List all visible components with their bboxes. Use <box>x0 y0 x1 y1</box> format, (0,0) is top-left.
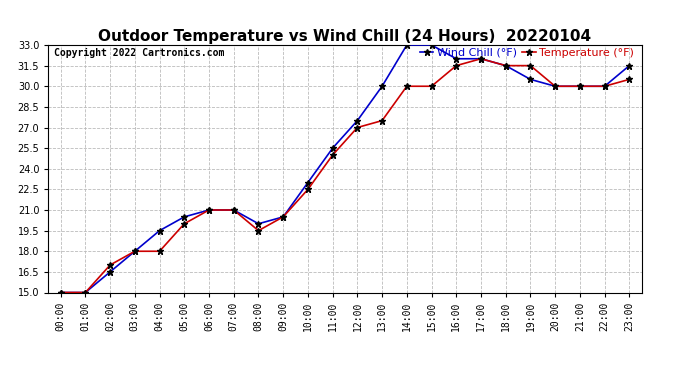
Wind Chill (°F) <box>403 43 411 47</box>
Wind Chill (°F) <box>526 77 535 82</box>
Temperature (°F) <box>180 222 188 226</box>
Wind Chill (°F) <box>353 118 362 123</box>
Wind Chill (°F) <box>378 84 386 88</box>
Wind Chill (°F) <box>304 180 312 185</box>
Title: Outdoor Temperature vs Wind Chill (24 Hours)  20220104: Outdoor Temperature vs Wind Chill (24 Ho… <box>99 29 591 44</box>
Text: Copyright 2022 Cartronics.com: Copyright 2022 Cartronics.com <box>55 48 225 57</box>
Temperature (°F) <box>328 153 337 157</box>
Wind Chill (°F) <box>155 228 164 233</box>
Wind Chill (°F) <box>130 249 139 254</box>
Temperature (°F) <box>353 125 362 130</box>
Wind Chill (°F) <box>279 214 287 219</box>
Wind Chill (°F) <box>600 84 609 88</box>
Temperature (°F) <box>230 208 238 212</box>
Wind Chill (°F) <box>106 270 115 274</box>
Wind Chill (°F) <box>625 63 633 68</box>
Temperature (°F) <box>551 84 560 88</box>
Temperature (°F) <box>477 57 485 61</box>
Temperature (°F) <box>279 214 287 219</box>
Temperature (°F) <box>427 84 435 88</box>
Temperature (°F) <box>403 84 411 88</box>
Wind Chill (°F) <box>551 84 560 88</box>
Wind Chill (°F) <box>255 222 263 226</box>
Wind Chill (°F) <box>502 63 510 68</box>
Wind Chill (°F) <box>575 84 584 88</box>
Temperature (°F) <box>452 63 460 68</box>
Line: Temperature (°F): Temperature (°F) <box>57 55 633 296</box>
Temperature (°F) <box>502 63 510 68</box>
Temperature (°F) <box>600 84 609 88</box>
Wind Chill (°F) <box>57 290 65 295</box>
Wind Chill (°F) <box>452 57 460 61</box>
Temperature (°F) <box>378 118 386 123</box>
Wind Chill (°F) <box>81 290 90 295</box>
Wind Chill (°F) <box>328 146 337 150</box>
Temperature (°F) <box>81 290 90 295</box>
Temperature (°F) <box>57 290 65 295</box>
Temperature (°F) <box>625 77 633 82</box>
Temperature (°F) <box>106 263 115 267</box>
Temperature (°F) <box>575 84 584 88</box>
Temperature (°F) <box>255 228 263 233</box>
Wind Chill (°F) <box>230 208 238 212</box>
Line: Wind Chill (°F): Wind Chill (°F) <box>57 42 633 296</box>
Wind Chill (°F) <box>180 214 188 219</box>
Temperature (°F) <box>526 63 535 68</box>
Wind Chill (°F) <box>205 208 213 212</box>
Temperature (°F) <box>130 249 139 254</box>
Temperature (°F) <box>205 208 213 212</box>
Wind Chill (°F) <box>427 43 435 47</box>
Legend: Wind Chill (°F), Temperature (°F): Wind Chill (°F), Temperature (°F) <box>418 46 636 60</box>
Wind Chill (°F) <box>477 57 485 61</box>
Temperature (°F) <box>155 249 164 254</box>
Temperature (°F) <box>304 187 312 192</box>
